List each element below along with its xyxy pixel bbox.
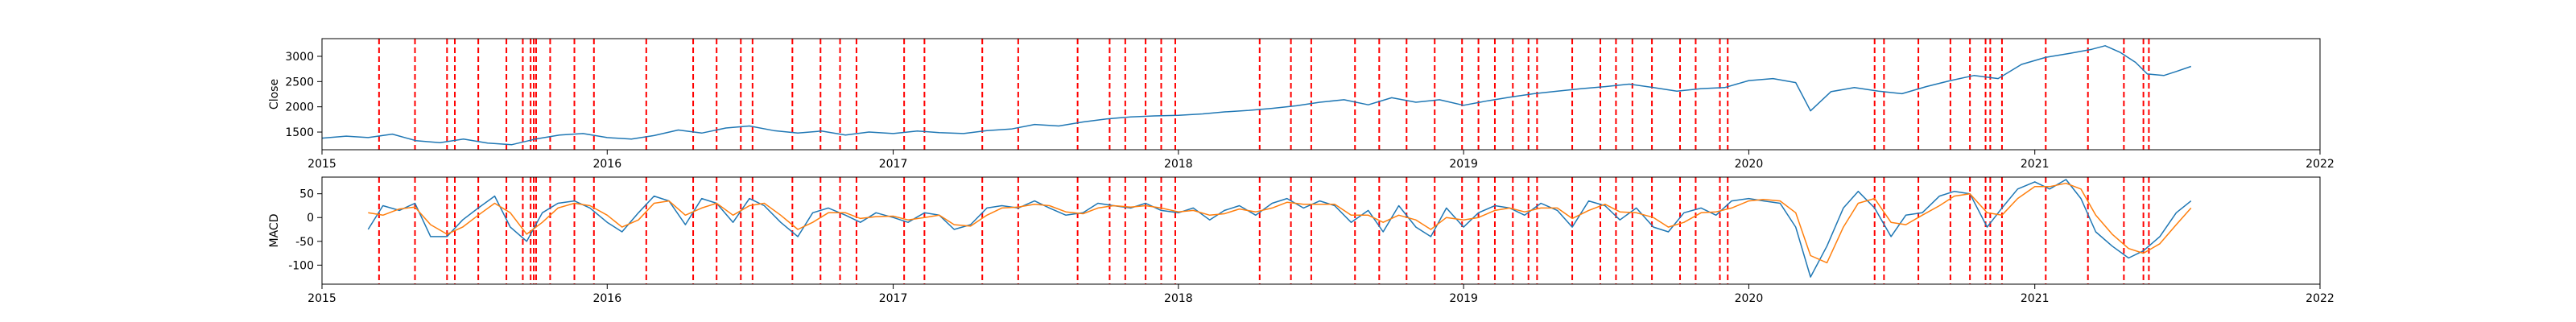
plot-area xyxy=(322,39,2192,150)
x-tick-label: 2022 xyxy=(2306,158,2334,171)
x-tick-label: 2021 xyxy=(2021,158,2050,171)
x-tick-label: 2016 xyxy=(592,158,621,171)
axes-frame xyxy=(321,176,2321,285)
y-tick-label: 50 xyxy=(299,188,314,201)
x-tick-label: 2017 xyxy=(879,292,908,305)
y-tick-label: 0 xyxy=(307,212,314,225)
x-tick-label: 2019 xyxy=(1449,292,1478,305)
y-tick-label: -100 xyxy=(288,259,314,272)
y-tick-label: 2500 xyxy=(285,76,314,89)
x-tick-label: 2019 xyxy=(1449,158,1478,171)
series-line-0 xyxy=(367,179,2192,278)
x-tick-label: 2017 xyxy=(879,158,908,171)
x-tick-label: 2020 xyxy=(1735,158,1764,171)
y-tick-label: 2000 xyxy=(285,101,314,114)
x-tick-label: 2018 xyxy=(1164,292,1193,305)
y-tick-label: 3000 xyxy=(285,51,314,64)
axes-frame xyxy=(321,38,2321,151)
x-tick-label: 2015 xyxy=(308,158,336,171)
macd-panel: 2015 2016 2017 2018 2019 2020 2021 2022 -100 -50 0… xyxy=(268,176,2334,305)
close-price-panel: 2015 2016 2017 2018 2019 2020 2021 2022 1500 2000… xyxy=(268,38,2334,171)
x-tick-label: 2021 xyxy=(2021,292,2050,305)
series-line-0 xyxy=(322,45,2192,146)
x-tick-label: 2016 xyxy=(592,292,621,305)
series-line-1 xyxy=(368,182,2192,264)
y-tick-label: 1500 xyxy=(285,126,314,139)
x-tick-label: 2018 xyxy=(1164,158,1193,171)
y-axis-label: Close xyxy=(268,79,281,109)
plot-area xyxy=(367,177,2192,284)
x-tick-label: 2015 xyxy=(308,292,336,305)
x-tick-label: 2022 xyxy=(2306,292,2334,305)
y-axis-label: MACD xyxy=(268,214,281,248)
x-tick-label: 2020 xyxy=(1735,292,1764,305)
y-tick-label: -50 xyxy=(295,236,314,249)
